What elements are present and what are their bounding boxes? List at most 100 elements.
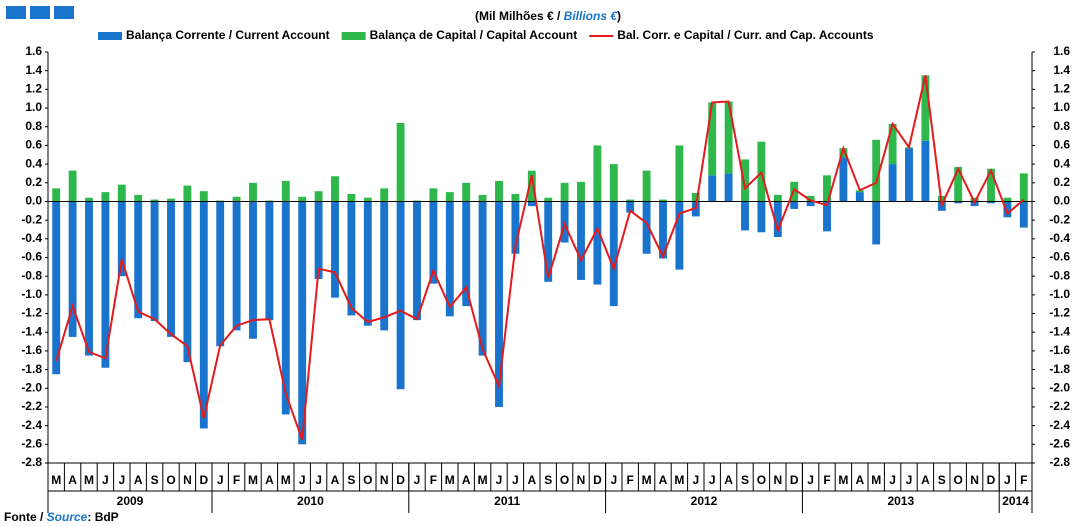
y2-tick-label: -1.6: [1049, 343, 1070, 357]
bar: [380, 201, 389, 331]
x-tick-label: A: [921, 473, 930, 487]
bar: [298, 201, 307, 445]
y-tick-label: -1.2: [21, 306, 42, 320]
y2-tick-label: -1.0: [1049, 287, 1070, 301]
x-tick-label: O: [166, 473, 175, 487]
source: Fonte / Source: BdP: [4, 510, 119, 524]
y2-tick-label: -0.6: [1049, 250, 1070, 264]
bar: [921, 140, 930, 202]
x-tick-label: J: [496, 473, 503, 487]
bar: [905, 148, 913, 202]
y2-tick-label: 1.0: [1053, 100, 1070, 114]
y-tick-label: 0.4: [25, 156, 42, 170]
x-tick-label: M: [248, 473, 258, 487]
bar: [396, 122, 405, 202]
y-tick-label: -1.0: [21, 287, 42, 301]
bar: [626, 201, 635, 213]
bar: [691, 193, 700, 202]
bar: [577, 181, 585, 202]
x-tick-label: D: [987, 473, 996, 487]
bar: [872, 201, 881, 245]
bar: [708, 175, 717, 202]
x-tick-label: S: [151, 473, 159, 487]
bar: [839, 157, 848, 202]
x-tick-label: J: [807, 473, 814, 487]
bar: [413, 201, 421, 321]
bar: [987, 168, 995, 202]
x-tick-label: A: [724, 473, 733, 487]
y2-tick-label: 0.0: [1053, 194, 1070, 208]
x-tick-label: M: [871, 473, 881, 487]
x-tick-label: M: [642, 473, 652, 487]
bar: [888, 123, 897, 165]
y-tick-label: 1.6: [25, 44, 42, 58]
y-tick-label: -2.4: [21, 418, 42, 432]
x-tick-label: M: [84, 473, 94, 487]
bar: [117, 201, 126, 277]
bar: [68, 170, 77, 202]
bar: [183, 201, 192, 363]
bar: [970, 197, 979, 202]
x-tick-label: A: [527, 473, 536, 487]
bar: [347, 201, 356, 316]
bar: [281, 201, 290, 415]
x-tick-label: A: [462, 473, 471, 487]
bar: [462, 182, 471, 202]
bar: [675, 201, 684, 270]
bar: [609, 201, 618, 307]
y2-tick-label: 1.4: [1053, 63, 1070, 77]
x-tick-label: D: [790, 473, 799, 487]
bar: [85, 197, 93, 202]
x-tick-label: D: [593, 473, 602, 487]
y2-tick-label: -2.4: [1049, 418, 1070, 432]
x-tick-label: F: [823, 473, 830, 487]
y-tick-label: 0.6: [25, 138, 42, 152]
bar: [150, 201, 159, 322]
legend-label: Balança Corrente / Current Account: [126, 28, 330, 42]
x-tick-label: O: [757, 473, 766, 487]
y2-tick-label: 0.2: [1053, 175, 1070, 189]
bar: [987, 201, 995, 204]
x-tick-label: M: [838, 473, 848, 487]
bar: [462, 201, 471, 307]
bar: [134, 194, 143, 202]
bar: [445, 192, 454, 202]
x-tick-label: O: [560, 473, 569, 487]
year-label: 2009: [117, 494, 144, 508]
y-tick-label: 0.8: [25, 119, 42, 133]
x-tick-label: J: [315, 473, 322, 487]
x-tick-label: F: [1020, 473, 1027, 487]
line-series: [55, 75, 1025, 440]
bar: [708, 102, 717, 176]
x-tick-label: M: [674, 473, 684, 487]
bar: [134, 201, 143, 319]
bar: [872, 139, 881, 202]
x-tick-label: J: [102, 473, 109, 487]
bar: [331, 201, 339, 298]
year-label: 2014: [1002, 494, 1029, 508]
y2-tick-label: -2.6: [1049, 436, 1070, 450]
logo-block: [6, 6, 26, 19]
bar: [511, 201, 520, 254]
bar: [1003, 201, 1012, 218]
y2-tick-label: -1.2: [1049, 306, 1070, 320]
bar: [675, 145, 684, 202]
x-tick-label: M: [478, 473, 488, 487]
bar: [823, 201, 831, 232]
x-tick-label: S: [544, 473, 552, 487]
bar: [216, 201, 225, 347]
bar: [52, 188, 61, 202]
x-tick-label: A: [134, 473, 143, 487]
bar: [593, 145, 602, 202]
x-tick-label: J: [414, 473, 421, 487]
logo-block: [54, 6, 74, 19]
x-tick-label: A: [855, 473, 864, 487]
bar: [117, 184, 126, 202]
x-tick-label: S: [938, 473, 946, 487]
x-tick-label: N: [970, 473, 979, 487]
x-tick-label: F: [233, 473, 240, 487]
y-tick-label: -2.6: [21, 436, 42, 450]
bar: [954, 166, 963, 202]
bar: [823, 175, 831, 202]
y2-tick-label: -2.8: [1049, 455, 1070, 469]
